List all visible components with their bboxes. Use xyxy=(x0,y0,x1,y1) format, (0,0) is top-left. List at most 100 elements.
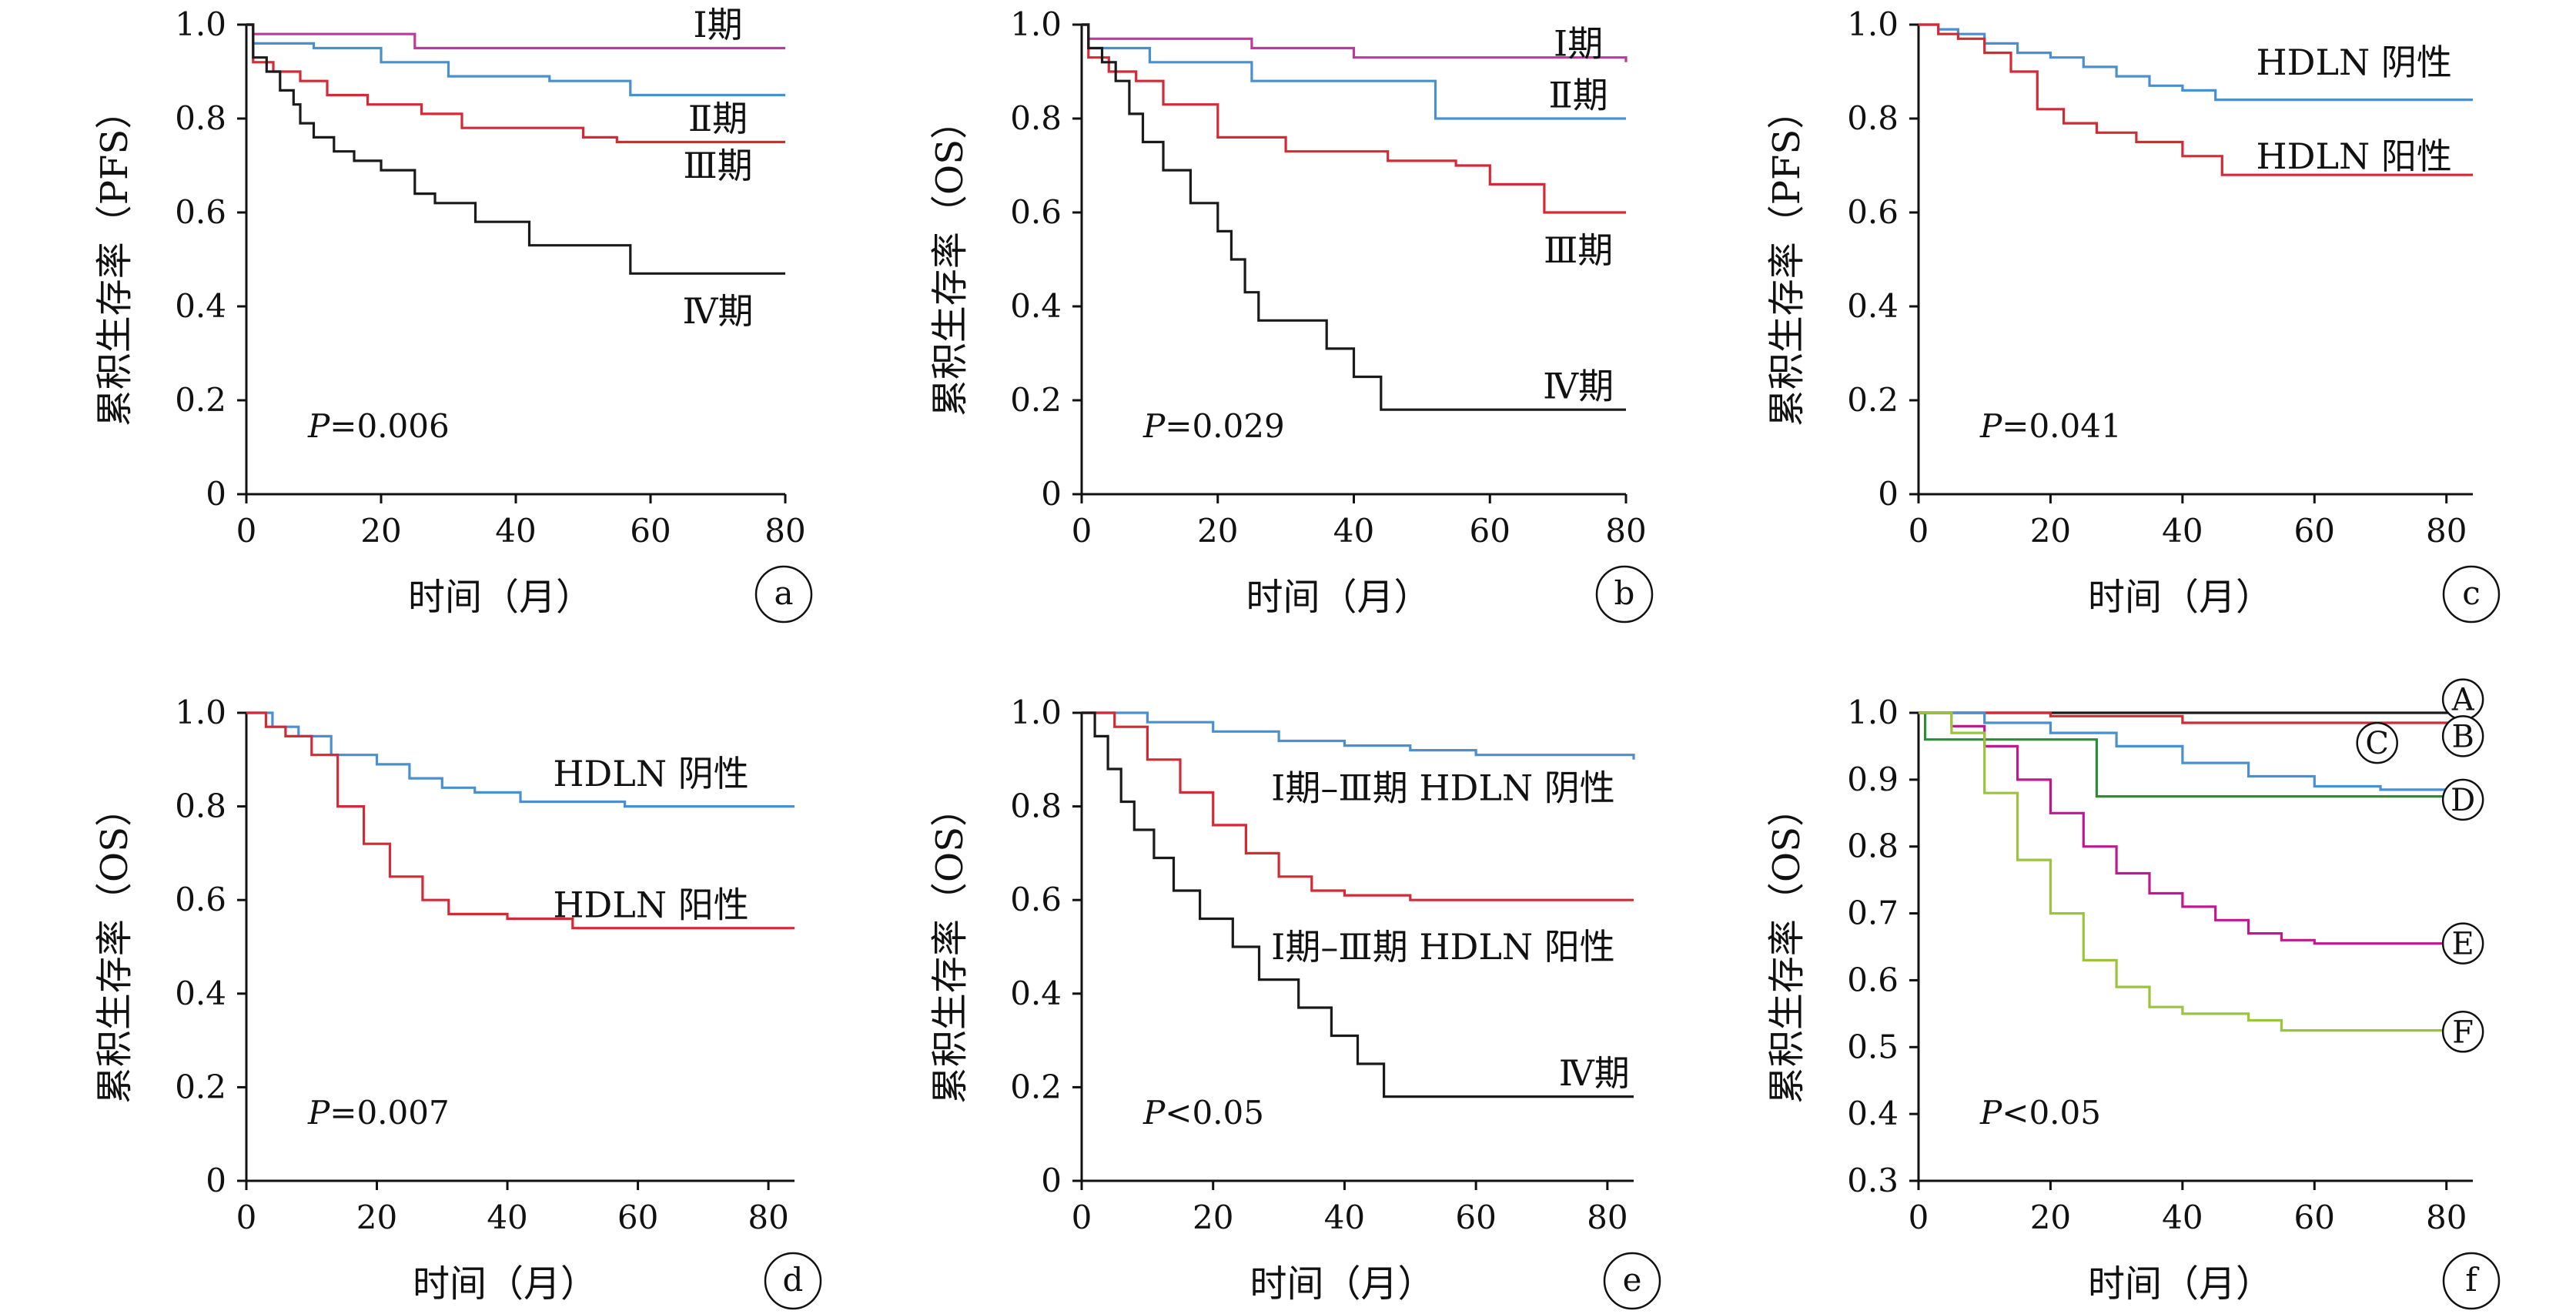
y-tick-label: 0.8 xyxy=(175,99,226,137)
chart-panel-e: 0 0.2 0.4 0.6 0.8 1.0 0 20 40 60 80 时间（月） 累积生存率（OS） Ⅰ… xyxy=(928,694,1661,1310)
series-marker-circle xyxy=(2441,922,2484,965)
y-tick-label: 0.8 xyxy=(1010,99,1062,137)
series-line-f-6 xyxy=(1919,711,2473,1032)
y-tick-label: 0.6 xyxy=(1010,881,1062,918)
panel-letter-circle xyxy=(1595,565,1654,624)
y-tick-label: 0.8 xyxy=(1847,99,1899,137)
series-label: HDLN 阴性 xyxy=(2257,42,2452,83)
x-tick-label: 0 xyxy=(236,1199,257,1236)
series-label: Ⅲ期 xyxy=(1544,229,1613,271)
series-line-e-2 xyxy=(1082,711,1634,901)
x-tick-label: 40 xyxy=(487,1199,527,1236)
y-tick-label: 1.0 xyxy=(1847,694,1899,731)
chart-panel-f: 0.3 0.4 0.5 0.6 0.7 0.8 0.9 1.0 0 20 40 60 80 时间（月） 累积… xyxy=(1765,678,2501,1310)
series-marker-circle xyxy=(2441,715,2484,757)
x-tick-label: 60 xyxy=(2294,1199,2335,1236)
y-tick-label: 0.7 xyxy=(1847,894,1899,932)
y-tick-label: 0.6 xyxy=(175,193,226,231)
x-tick-label: 80 xyxy=(2426,512,2467,550)
series-label: Ⅳ期 xyxy=(1543,366,1614,407)
p-value-annotation: P=0.006 xyxy=(307,407,450,445)
y-tick-label: 1.0 xyxy=(175,5,226,43)
series-line-f-4 xyxy=(1919,711,2474,800)
y-tick-label: 0 xyxy=(206,475,226,513)
x-tick-label: 20 xyxy=(2030,1199,2071,1236)
y-tick-label: 0.2 xyxy=(1847,381,1899,419)
x-tick-label: 60 xyxy=(617,1199,658,1236)
y-tick-label: 0.2 xyxy=(1010,1068,1062,1105)
p-value-annotation: P=0.007 xyxy=(307,1094,450,1132)
series-line-e-1 xyxy=(1082,711,1635,760)
panel-letter-circle xyxy=(764,1252,822,1310)
series-label: C xyxy=(2365,726,2389,761)
series-line-a-3 xyxy=(246,23,785,144)
y-tick-label: 0.2 xyxy=(175,381,226,419)
y-axis-title: 累积生存率（OS） xyxy=(928,102,972,416)
y-tick-label: 1.0 xyxy=(1010,694,1062,731)
panel-letter: a xyxy=(774,574,793,612)
x-tick-label: 80 xyxy=(2426,1199,2467,1236)
series-label: HDLN 阴性 xyxy=(553,753,748,794)
chart-panel-b: 0 0.2 0.4 0.6 0.8 1.0 0 20 40 60 80 时间（月） 累积生存率（OS） Ⅰ… xyxy=(928,5,1654,624)
y-axis-title: 累积生存率（OS） xyxy=(93,790,136,1104)
y-tick-label: 0 xyxy=(206,1162,226,1199)
x-axis-title: 时间（月） xyxy=(413,1262,597,1306)
series-marker-circle xyxy=(2356,721,2398,764)
x-tick-label: 60 xyxy=(1470,512,1510,550)
x-tick-label: 0 xyxy=(1909,512,1929,550)
y-tick-label: 1.0 xyxy=(1010,5,1062,43)
y-axis-title: 累积生存率（PFS） xyxy=(93,92,136,427)
series-line-d-2 xyxy=(246,711,795,930)
series-label: Ⅱ期 xyxy=(1549,75,1608,116)
y-tick-label: 0.5 xyxy=(1847,1028,1899,1065)
x-tick-label: 80 xyxy=(1587,1199,1628,1236)
p-value-annotation: P=0.029 xyxy=(1142,407,1285,445)
y-axis-title: 累积生存率（OS） xyxy=(1765,790,1808,1104)
series-line-c-2 xyxy=(1919,23,2473,176)
y-axis-title: 累积生存率（OS） xyxy=(928,790,972,1104)
panel-letter-circle xyxy=(754,565,813,624)
y-tick-label: 0.8 xyxy=(175,787,226,825)
series-label: Ⅰ期–Ⅲ期 HDLN 阳性 xyxy=(1271,926,1615,968)
x-tick-label: 20 xyxy=(360,512,401,550)
x-tick-label: 20 xyxy=(356,1199,397,1236)
y-tick-label: 0.2 xyxy=(1010,381,1062,419)
x-tick-label: 80 xyxy=(748,1199,788,1236)
y-tick-label: 0.8 xyxy=(1847,828,1899,865)
x-axis-title: 时间（月） xyxy=(1250,1262,1434,1306)
x-tick-label: 40 xyxy=(2162,1199,2203,1236)
y-tick-label: 0 xyxy=(1878,475,1899,513)
y-tick-label: 0.6 xyxy=(1847,961,1899,998)
y-tick-label: 0.2 xyxy=(175,1068,226,1105)
x-tick-label: 40 xyxy=(495,512,536,550)
y-axis-title: 累积生存率（PFS） xyxy=(1765,92,1808,427)
series-marker-circle xyxy=(2441,778,2484,821)
series-label: F xyxy=(2452,1015,2474,1050)
series-line-d-1 xyxy=(246,711,795,808)
series-label: D xyxy=(2451,783,2475,818)
y-tick-label: 0.3 xyxy=(1847,1162,1899,1199)
y-tick-label: 0 xyxy=(1041,475,1062,513)
panel-letter: f xyxy=(2465,1261,2480,1299)
series-marker-circle xyxy=(2441,1011,2484,1053)
p-value-annotation: P<0.05 xyxy=(1979,1094,2101,1132)
series-label: Ⅰ期–Ⅲ期 HDLN 阴性 xyxy=(1271,767,1615,808)
series-line-b-3 xyxy=(1082,23,1626,214)
series-label: Ⅳ期 xyxy=(1559,1052,1630,1094)
x-tick-label: 40 xyxy=(1324,1199,1365,1236)
x-tick-label: 40 xyxy=(2162,512,2203,550)
series-label: A xyxy=(2451,683,2475,718)
x-tick-label: 60 xyxy=(2294,512,2335,550)
x-tick-label: 20 xyxy=(1193,1199,1233,1236)
panel-letter-circle xyxy=(1603,1252,1661,1310)
panel-letter-circle xyxy=(2442,565,2501,624)
y-tick-label: 0.6 xyxy=(1847,193,1899,231)
series-line-f-3 xyxy=(1919,711,2474,794)
p-value-annotation: P<0.05 xyxy=(1142,1094,1264,1132)
y-tick-label: 0.4 xyxy=(175,975,226,1012)
chart-panel-d: 0 0.2 0.4 0.6 0.8 1.0 0 20 40 60 80 时间（月） 累积生存率（OS） H… xyxy=(93,694,822,1310)
x-tick-label: 60 xyxy=(630,512,671,550)
panel-letter: e xyxy=(1623,1261,1642,1299)
chart-panel-c: 0 0.2 0.4 0.6 0.8 1.0 0 20 40 60 80 时间（月） 累积生存率（PFS）… xyxy=(1765,5,2501,624)
